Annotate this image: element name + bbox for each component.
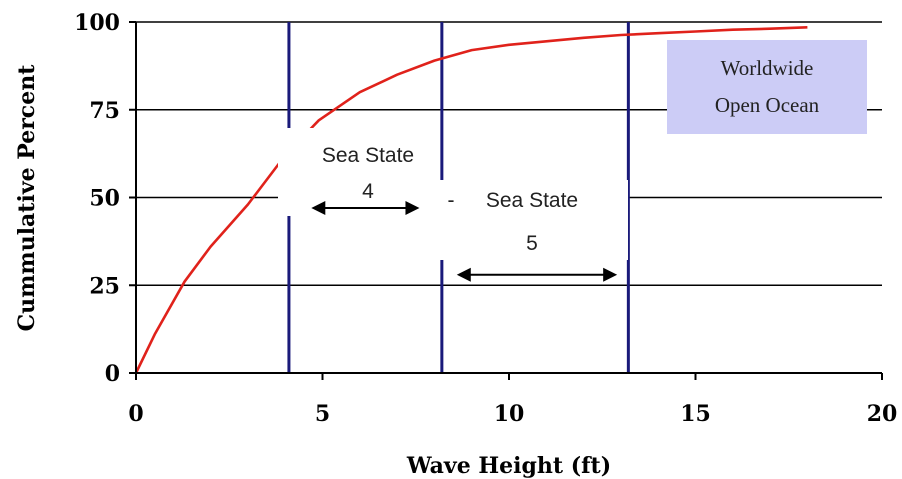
sea-state-5-label-line1: Sea State	[486, 189, 578, 212]
x-tick-label-15: 15	[680, 401, 711, 427]
x-axis-title: Wave Height (ft)	[406, 453, 611, 479]
worldwide-label: Worldwide	[721, 56, 814, 80]
cumulative-percent-line-1	[134, 26, 808, 374]
tick-labels: 0 25 50 75 100 0 5 10 15 20	[74, 10, 897, 427]
sea-state-5-arrow	[456, 267, 618, 282]
open-ocean-label: Open Ocean	[715, 93, 820, 117]
y-tick-label-25: 25	[89, 273, 120, 299]
worldwide-open-ocean-box	[667, 40, 867, 134]
sea-state-4-arrow-head-right	[405, 201, 420, 216]
axes	[129, 21, 883, 380]
sea-state-5-label-line2: 5	[526, 232, 538, 255]
y-tick-label-75: 75	[89, 98, 120, 124]
sea-state-5-dash: -	[448, 189, 455, 212]
series-layer	[134, 26, 808, 374]
sea-state-4-label-line1: Sea State	[322, 144, 414, 167]
sea-state-5-label-background	[432, 180, 628, 260]
x-tick-label-5: 5	[315, 401, 330, 427]
x-tick-label-0: 0	[128, 401, 143, 427]
sea-state-4-label-background	[278, 128, 436, 216]
sea-state-4-arrow	[311, 201, 420, 216]
x-tick-label-10: 10	[494, 401, 525, 427]
y-tick-label-100: 100	[74, 10, 120, 36]
y-axis-title: Cummulative Percent	[14, 64, 40, 332]
sea-state-5-arrow-head-left	[456, 267, 471, 282]
y-tick-label-50: 50	[89, 186, 120, 212]
sea-state-5-arrow-head-right	[603, 267, 618, 282]
x-tick-label-20: 20	[867, 401, 898, 427]
y-tick-label-0: 0	[105, 361, 120, 387]
sea-state-4-arrow-head-left	[311, 201, 326, 216]
sea-state-4-label-line2: 4	[362, 180, 374, 203]
